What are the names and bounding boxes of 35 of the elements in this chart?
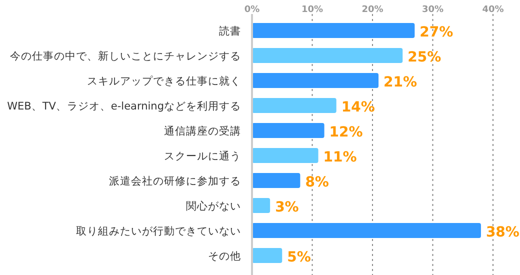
data-label: 14% (341, 100, 375, 116)
x-tick-label: 30% (422, 5, 444, 15)
data-label: 8% (305, 174, 329, 190)
y-tick-label: その他 (208, 250, 241, 262)
bar (252, 248, 282, 263)
bar (252, 123, 324, 138)
x-tick-label: 20% (362, 5, 384, 15)
data-label: 25% (408, 50, 442, 66)
bar (252, 173, 300, 188)
data-label: 11% (323, 150, 357, 166)
bar (252, 48, 403, 63)
data-label: 27% (420, 24, 454, 40)
bar (252, 198, 270, 213)
y-tick-label: スクールに通う (164, 150, 241, 162)
x-tick-label: 0% (244, 5, 260, 15)
bar (252, 98, 336, 113)
y-tick-label: 今の仕事の中で、新しいことにチャレンジする (10, 50, 241, 62)
bar (252, 148, 318, 163)
y-tick-label: スキルアップできる仕事に就く (87, 74, 241, 88)
x-tick-label: 40% (482, 5, 504, 15)
y-tick-label: WEB、TV、ラジオ、e-learningなどを利用する (7, 100, 241, 112)
x-tick-label: 10% (301, 5, 324, 15)
data-label: 21% (384, 74, 418, 90)
y-tick-label: 取り組みたいが行動できていない (76, 226, 241, 238)
y-tick-label: 通信講座の受講 (164, 124, 241, 138)
data-label: 3% (275, 200, 299, 216)
bar (252, 223, 481, 238)
data-label: 38% (486, 224, 520, 240)
bar (252, 23, 415, 38)
y-tick-label: 派遣会社の研修に参加する (109, 174, 241, 188)
y-tick-label: 関心がない (186, 200, 241, 212)
bar (252, 73, 379, 88)
data-label: 5% (287, 250, 311, 266)
y-tick-label: 読書 (219, 24, 241, 38)
data-label: 12% (329, 124, 363, 140)
